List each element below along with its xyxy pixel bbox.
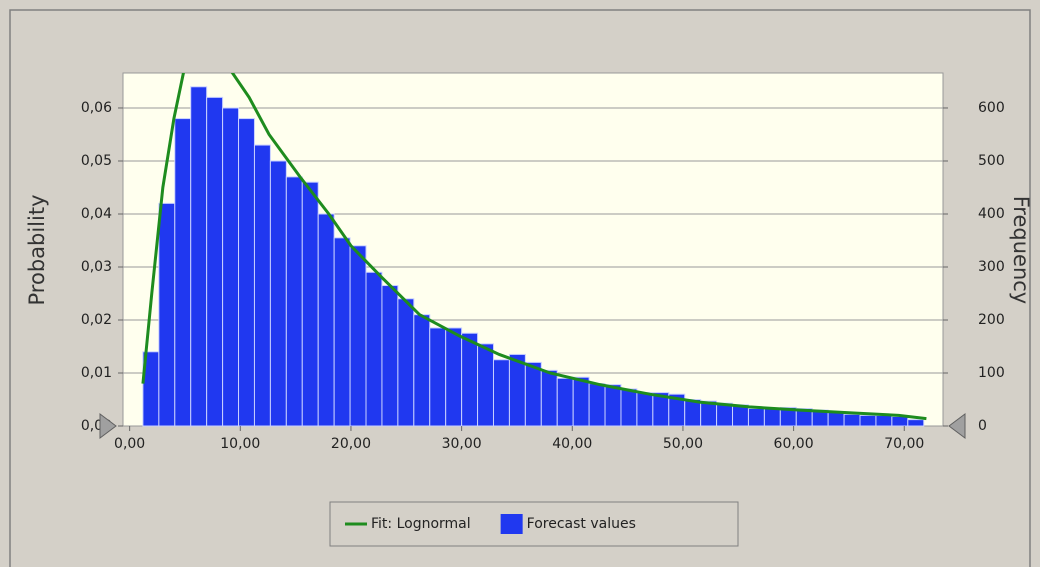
y-tick-label: 0,04 bbox=[81, 206, 112, 222]
y2-axis-title: Frequency bbox=[1009, 196, 1033, 305]
bar bbox=[524, 361, 542, 427]
left-slider[interactable] bbox=[99, 413, 117, 439]
bar bbox=[827, 411, 845, 427]
y2-tick-label: 300 bbox=[978, 259, 1005, 275]
y2-tick-label: 600 bbox=[978, 100, 1005, 116]
legend-label: Fit: Lognormal bbox=[371, 516, 471, 532]
bar bbox=[317, 213, 335, 427]
legend bbox=[329, 501, 739, 547]
x-tick-label: 70,00 bbox=[884, 436, 924, 452]
axes: 0,00 0,01 0,02 0,03 0,04 0,05 0,06 0 100 200 300 40… bbox=[81, 100, 1005, 452]
y2-tick-label: 400 bbox=[978, 206, 1005, 222]
bar bbox=[301, 181, 319, 427]
y-axis-title: Probability bbox=[25, 194, 49, 305]
bar bbox=[859, 414, 877, 427]
bar bbox=[269, 160, 287, 427]
bar bbox=[604, 384, 622, 427]
bar bbox=[429, 327, 447, 427]
bar bbox=[174, 118, 192, 427]
y-tick-label: 0,01 bbox=[81, 365, 112, 381]
x-tick-label: 60,00 bbox=[774, 436, 814, 452]
x-tick-label: 30,00 bbox=[442, 436, 482, 452]
y-tick-label: 0,05 bbox=[81, 153, 112, 169]
y-tick-label: 0,03 bbox=[81, 259, 112, 275]
legend-swatch bbox=[500, 514, 523, 534]
bar bbox=[747, 408, 765, 427]
y2-tick-label: 0 bbox=[978, 418, 987, 434]
bar bbox=[413, 314, 431, 427]
bar bbox=[843, 413, 861, 427]
bar bbox=[891, 415, 909, 427]
x-tick-label: 10,00 bbox=[220, 436, 260, 452]
bar bbox=[508, 353, 526, 427]
right-slider[interactable] bbox=[948, 413, 966, 439]
bars bbox=[142, 86, 925, 427]
y-tick-label: 0,02 bbox=[81, 312, 112, 328]
bar bbox=[763, 408, 781, 427]
bar bbox=[445, 327, 463, 427]
x-tick-label: 20,00 bbox=[331, 436, 371, 452]
bar bbox=[333, 237, 351, 427]
bar bbox=[461, 332, 479, 427]
y2-tick-label: 100 bbox=[978, 365, 1005, 381]
bar bbox=[716, 402, 734, 427]
bar bbox=[285, 176, 303, 427]
lines bbox=[141, 73, 927, 421]
bar bbox=[556, 377, 574, 427]
y2-tick-label: 200 bbox=[978, 312, 1005, 328]
legend-label: Forecast values bbox=[527, 516, 636, 532]
bar bbox=[397, 298, 415, 427]
legend-items: Fit: Lognormal Forecast values bbox=[345, 514, 636, 534]
bar bbox=[158, 202, 176, 427]
bar bbox=[588, 383, 606, 427]
x-tick-label: 0,00 bbox=[114, 436, 145, 452]
bar bbox=[365, 271, 383, 427]
x-tick-label: 40,00 bbox=[552, 436, 592, 452]
bar bbox=[253, 144, 271, 427]
bar bbox=[620, 388, 638, 427]
bar bbox=[572, 376, 590, 427]
bar bbox=[349, 245, 367, 427]
bar bbox=[206, 96, 224, 427]
y2-tick-label: 500 bbox=[978, 153, 1005, 169]
bar bbox=[540, 369, 558, 427]
bar bbox=[238, 118, 255, 427]
bar bbox=[875, 414, 893, 427]
bar bbox=[907, 419, 925, 427]
bar bbox=[381, 285, 399, 427]
bar bbox=[477, 343, 494, 427]
panel-border bbox=[9, 9, 1031, 567]
bar bbox=[222, 107, 240, 427]
fit-line bbox=[141, 73, 927, 421]
bar bbox=[684, 398, 702, 427]
bar bbox=[492, 359, 510, 427]
bar bbox=[636, 392, 654, 427]
y-tick-label: 0,06 bbox=[81, 100, 112, 116]
x-tick-label: 50,00 bbox=[663, 436, 703, 452]
bar bbox=[190, 86, 208, 427]
